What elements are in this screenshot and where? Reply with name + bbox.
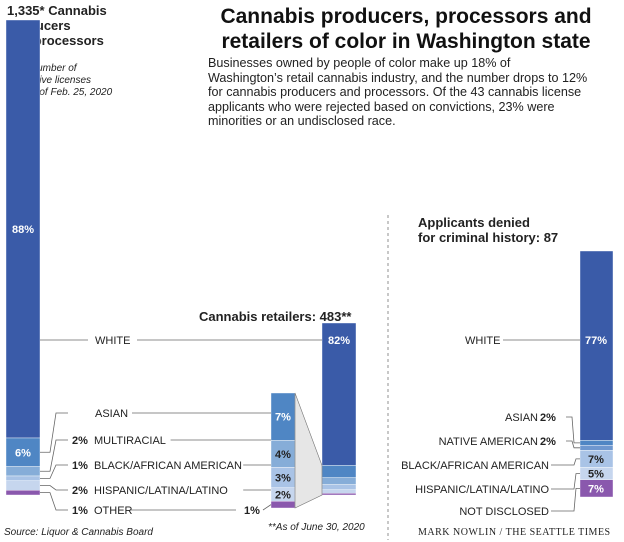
- category-label-other: OTHER: [94, 505, 133, 517]
- producers-bar-black-african-american: [5, 475, 41, 481]
- applicants-category-white: WHITE: [465, 335, 500, 347]
- applicants-category-black-african-american: BLACK/AFRICAN AMERICAN: [401, 460, 549, 472]
- applicants-value-native-american: 2%: [540, 436, 556, 448]
- leader-producers-hispanic-latina-latino: [40, 485, 68, 491]
- applicants-bar-asian: [579, 440, 614, 446]
- retailers-label-other: 1%: [244, 505, 260, 517]
- retailers-zoom-other: [270, 501, 296, 509]
- applicants-label-white: 77%: [585, 335, 607, 347]
- producers-bar-asian: [5, 437, 41, 467]
- leader-producers-multiracial: [40, 439, 68, 472]
- retailers-label-asian: 7%: [275, 412, 291, 424]
- applicants-title: Applicants denied for criminal history: …: [418, 215, 559, 245]
- retailers-label-white: 82%: [328, 335, 350, 347]
- applicants-value-asian: 2%: [540, 412, 556, 424]
- applicants-category-not-disclosed: NOT DISCLOSED: [459, 506, 549, 518]
- leader-applicants-not-disclosed: [551, 487, 580, 512]
- credit-line: MARK NOWLIN / THE SEATTLE TIMES: [418, 527, 611, 538]
- leader-applicants-native-american: [566, 440, 580, 449]
- chart-title: Cannabis producers, processors and retai…: [220, 5, 592, 53]
- retailers-bar-multiracial: [321, 477, 357, 485]
- retailers-footnote: **As of June 30, 2020: [268, 522, 365, 533]
- chart-description: Businesses owned by people of color make…: [208, 56, 588, 129]
- producers-label-black-african-american: 1%: [72, 460, 88, 472]
- producers-label-white: 88%: [12, 224, 34, 236]
- retailers-label-black: 3%: [275, 473, 291, 485]
- category-label-black-african-american: BLACK/AFRICAN AMERICAN: [94, 460, 242, 472]
- applicants-label-hispanic: 5%: [588, 469, 604, 481]
- retailers-zoom-asian: [270, 392, 296, 441]
- producers-bar-multiracial: [5, 466, 41, 477]
- category-label-multiracial: MULTIRACIAL: [94, 435, 166, 447]
- leader-retailers-other-end: [262, 504, 272, 511]
- retailers-title: Cannabis retailers: 483**: [199, 309, 352, 324]
- retailers-label-hispanic: 2%: [275, 489, 291, 501]
- producers-label-other: 1%: [72, 505, 88, 517]
- retailers-label-multiracial: 4%: [275, 449, 291, 461]
- source-note: Source: Liquor & Cannabis Board: [4, 527, 153, 538]
- leader-producers-asian: [40, 412, 68, 453]
- retailers-bar-other: [321, 493, 357, 496]
- applicants-category-native-american: NATIVE AMERICAN: [439, 436, 538, 448]
- leader-producers-other: [40, 492, 68, 511]
- applicants-bar-white: [579, 250, 614, 441]
- applicants-bar-native-american: [579, 445, 614, 451]
- producers-footnote: *Number of active licenses as of Feb. 25, …: [26, 63, 113, 98]
- retailers-bar-asian: [321, 465, 357, 478]
- producers-bar-hispanic-latina-latino: [5, 480, 41, 491]
- category-label-hispanic-latina-latino: HISPANIC/LATINA/LATINO: [94, 485, 228, 497]
- applicants-label-black: 7%: [588, 454, 604, 466]
- retailers-bar-white: [321, 322, 357, 466]
- producers-label-asian: 6%: [15, 447, 31, 459]
- category-label-white: WHITE: [95, 335, 130, 347]
- retailers-zoom-connector: [294, 392, 323, 509]
- leader-applicants-black-african-american: [551, 458, 580, 466]
- producers-label-multiracial: 2%: [72, 435, 88, 447]
- leader-applicants-asian: [566, 416, 580, 444]
- applicants-category-hispanic-latina-latino: HISPANIC/LATINA/LATINO: [415, 484, 549, 496]
- retailers-bar-hispanic-latina-latino: [321, 489, 357, 494]
- category-label-asian: ASIAN: [95, 408, 128, 420]
- applicants-label-not-disclosed: 7%: [588, 483, 604, 495]
- producers-bar-other: [5, 490, 41, 496]
- leader-producers-black-african-american: [40, 464, 68, 479]
- applicants-category-asian: ASIAN: [505, 412, 538, 424]
- retailers-bar-black-african-american: [321, 484, 357, 490]
- leader-applicants-hispanic-latina-latino: [551, 473, 580, 490]
- producers-count: 1,335*: [7, 3, 45, 18]
- producers-label-hispanic-latina-latino: 2%: [72, 485, 88, 497]
- producers-bar-white: [5, 19, 41, 439]
